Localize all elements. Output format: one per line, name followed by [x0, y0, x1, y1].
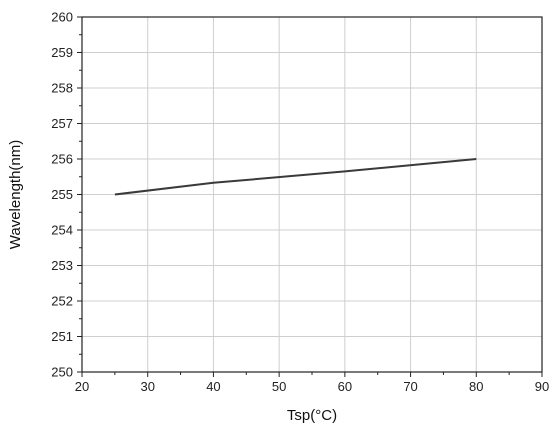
y-tick-label: 258 — [51, 81, 73, 96]
y-tick-label: 256 — [51, 152, 73, 167]
x-tick-label: 90 — [535, 379, 549, 394]
x-tick-label: 20 — [75, 379, 89, 394]
y-tick-label: 254 — [51, 223, 73, 238]
y-tick-label: 253 — [51, 258, 73, 273]
y-tick-labels: 250 251 252 253 254 255 256 257 258 259 260 — [51, 10, 73, 380]
y-tick-label: 250 — [51, 365, 73, 380]
x-axis-title: Tsp(°C) — [287, 407, 337, 424]
y-tick-label: 252 — [51, 294, 73, 309]
y-tick-label: 257 — [51, 116, 73, 131]
x-tick-label: 50 — [272, 379, 286, 394]
series-line — [114, 158, 477, 196]
grid-lines — [81, 16, 543, 373]
axis-ticks — [77, 16, 543, 377]
y-tick-label: 255 — [51, 187, 73, 202]
x-tick-labels: 20 30 40 50 60 70 80 90 — [75, 379, 549, 394]
x-tick-label: 40 — [206, 379, 220, 394]
x-tick-label: 30 — [140, 379, 154, 394]
x-tick-label: 80 — [469, 379, 483, 394]
y-tick-label: 251 — [51, 329, 73, 344]
series-layer — [114, 158, 477, 196]
y-tick-label: 259 — [51, 45, 73, 60]
y-axis-title: Wavelength(nm) — [7, 140, 24, 249]
y-tick-label: 260 — [51, 10, 73, 25]
x-tick-label: 70 — [403, 379, 417, 394]
x-tick-label: 60 — [338, 379, 352, 394]
